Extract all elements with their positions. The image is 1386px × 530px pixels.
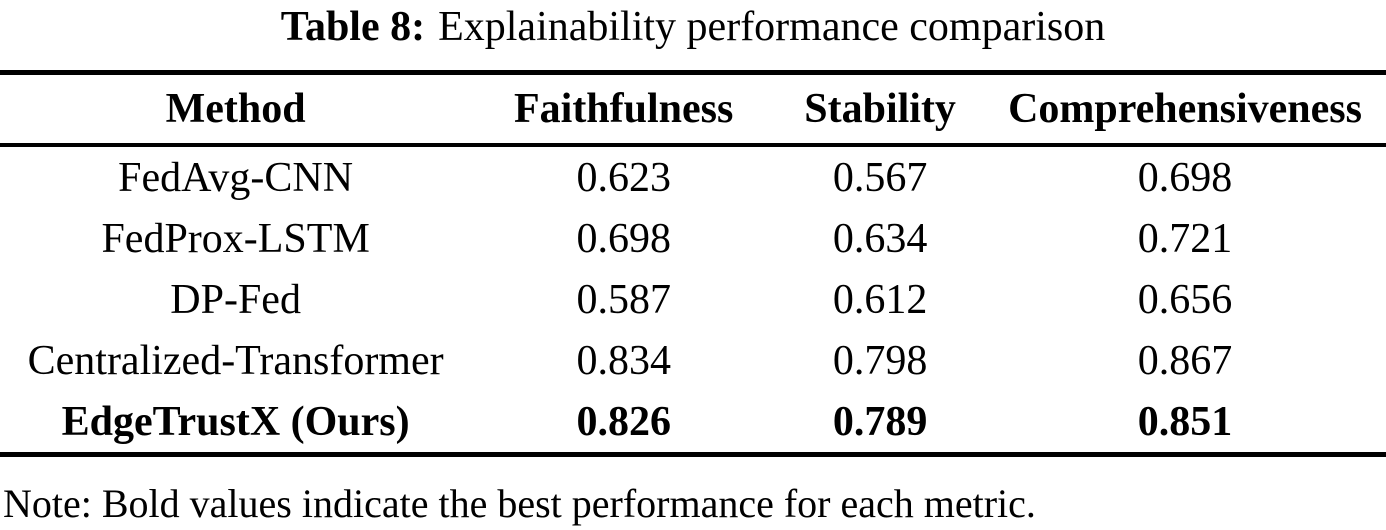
table-note: Note: Bold values indicate the best perf…	[3, 481, 1036, 526]
cell-stability: 0.634	[832, 215, 928, 262]
cell-comprehensiveness: 0.656	[1137, 276, 1233, 323]
col-header-comprehensiveness: Comprehensiveness	[984, 72, 1386, 147]
table-caption-title: Explainability performance comparison	[438, 4, 1106, 50]
col-header-faithfulness: Faithfulness	[471, 72, 777, 147]
cell-comprehensiveness: 0.721	[1137, 215, 1233, 262]
cell-comprehensiveness: 0.698	[1137, 154, 1233, 201]
table-row: DP-Fed 0.587 0.612 0.656	[0, 269, 1386, 330]
cell-method: Centralized-Transformer	[27, 337, 444, 384]
header-row: Method Faithfulness Stability Comprehens…	[0, 72, 1386, 147]
cell-faithfulness: 0.587	[576, 276, 671, 323]
cell-stability: 0.567	[832, 154, 928, 201]
table-row: EdgeTrustX (Ours) 0.826 0.789 0.851	[0, 391, 1386, 455]
cell-method: FedProx-LSTM	[101, 215, 370, 262]
cell-faithfulness: 0.623	[576, 154, 671, 201]
cell-method: DP-Fed	[170, 276, 301, 323]
table-row: FedProx-LSTM 0.698 0.634 0.721	[0, 208, 1386, 269]
cell-stability: 0.789	[832, 398, 928, 445]
cell-faithfulness: 0.698	[576, 215, 671, 262]
cell-faithfulness: 0.826	[576, 398, 671, 445]
table-row: FedAvg-CNN 0.623 0.567 0.698	[0, 145, 1386, 208]
results-table: Method Faithfulness Stability Comprehens…	[0, 70, 1386, 457]
table-caption: Table 8: Explainability performance compa…	[0, 2, 1386, 52]
cell-comprehensiveness: 0.867	[1137, 337, 1233, 384]
cell-stability: 0.612	[832, 276, 928, 323]
cell-comprehensiveness: 0.851	[1137, 398, 1233, 445]
col-header-stability: Stability	[776, 72, 985, 147]
cell-method: EdgeTrustX (Ours)	[61, 398, 410, 445]
table-caption-label: Table 8:	[280, 4, 426, 50]
col-header-method: Method	[0, 72, 472, 147]
cell-stability: 0.798	[832, 337, 928, 384]
cell-method: FedAvg-CNN	[118, 154, 354, 201]
table-row: Centralized-Transformer 0.834 0.798 0.867	[0, 330, 1386, 391]
cell-faithfulness: 0.834	[576, 337, 671, 384]
